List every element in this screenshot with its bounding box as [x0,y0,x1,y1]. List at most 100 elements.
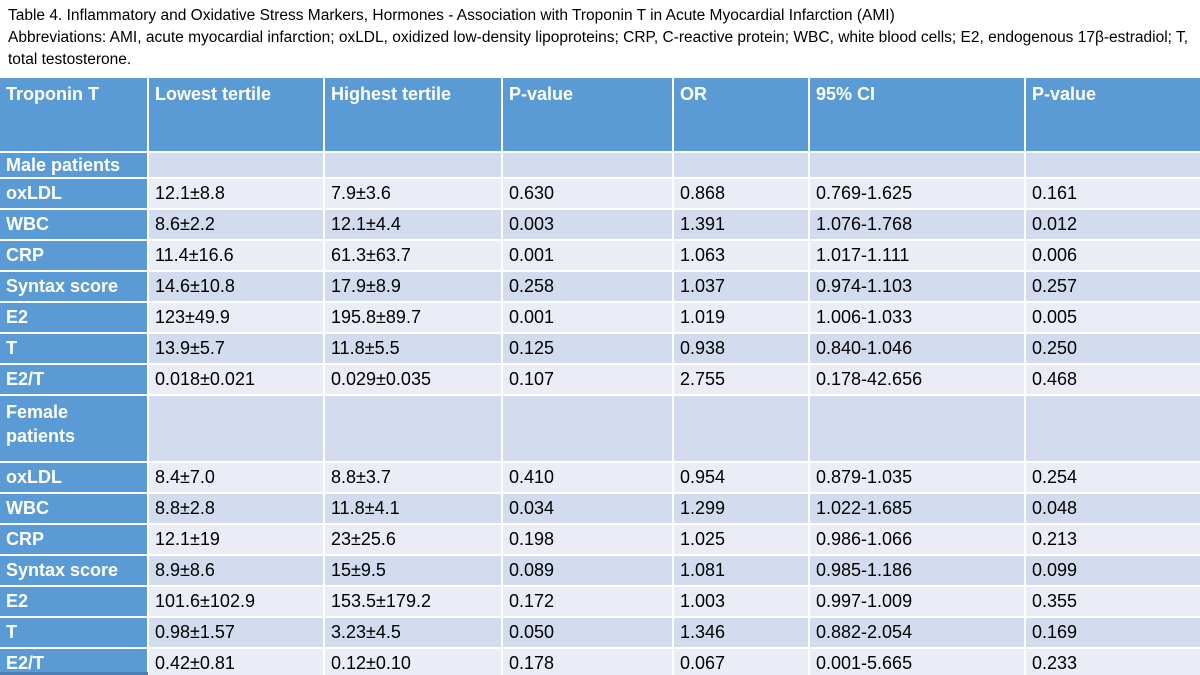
row-label: E2 [0,585,149,618]
cell-value: 0.974-1.103 [808,270,1026,303]
cell-value: 11.8±5.5 [323,332,503,365]
row-label: CRP [0,239,149,272]
cell-value: 0.98±1.57 [147,616,325,649]
cell-value: 23±25.6 [323,523,503,556]
row-label: oxLDL [0,461,149,494]
empty-cell [501,151,674,179]
empty-cell [672,394,810,463]
cell-value: 0.882-2.054 [808,616,1026,649]
column-header: Troponin T [0,78,149,153]
cell-value: 0.001-5.665 [808,647,1026,675]
cell-value: 1.025 [672,523,810,556]
cell-value: 0.172 [501,585,674,618]
table-row: T 0.98±1.57 3.23±4.5 0.050 1.346 0.882-2.054 0… [0,616,1200,649]
cell-value: 8.8±3.7 [323,461,503,494]
cell-value: 0.034 [501,492,674,525]
cell-value: 123±49.9 [147,301,325,334]
cell-value: 0.005 [1024,301,1200,334]
cell-value: 1.022-1.685 [808,492,1026,525]
cell-value: 153.5±179.2 [323,585,503,618]
cell-value: 0.769-1.625 [808,177,1026,210]
cell-value: 1.063 [672,239,810,272]
cell-value: 0.169 [1024,616,1200,649]
row-label: E2/T [0,363,149,396]
cell-value: 0.099 [1024,554,1200,587]
row-label: Syntax score [0,554,149,587]
row-label: CRP [0,523,149,556]
row-label: E2 [0,301,149,334]
cell-value: 1.006-1.033 [808,301,1026,334]
cell-value: 1.017-1.111 [808,239,1026,272]
cell-value: 2.755 [672,363,810,396]
cell-value: 0.178 [501,647,674,675]
table-body: Male patients oxLDL 12.1±8.8 7.9±3.6 0.630 0.… [0,151,1200,675]
table-caption: Table 4. Inflammatory and Oxidative Stre… [8,5,1196,71]
column-header: Lowest tertile [147,78,325,153]
table-row: CRP 11.4±16.6 61.3±63.7 0.001 1.063 1.017-1.1… [0,239,1200,272]
cell-value: 0.986-1.066 [808,523,1026,556]
cell-value: 1.076-1.768 [808,208,1026,241]
cell-value: 14.6±10.8 [147,270,325,303]
cell-value: 0.468 [1024,363,1200,396]
row-label: T [0,332,149,365]
table-title: Table 4. Inflammatory and Oxidative Stre… [8,7,895,24]
empty-cell [808,394,1026,463]
table-row: WBC 8.8±2.8 11.8±4.1 0.034 1.299 1.022-1.685 0… [0,492,1200,525]
cell-value: 1.391 [672,208,810,241]
cell-value: 0.879-1.035 [808,461,1026,494]
cell-value: 0.12±0.10 [323,647,503,675]
cell-value: 0.840-1.046 [808,332,1026,365]
section-label: Male patients [0,151,149,179]
column-header: 95% CI [808,78,1026,153]
section-row: Male patients [0,151,1200,179]
cell-value: 1.299 [672,492,810,525]
table-row: oxLDL 8.4±7.0 8.8±3.7 0.410 0.954 0.879-1.035… [0,461,1200,494]
cell-value: 0.001 [501,239,674,272]
cell-value: 0.213 [1024,523,1200,556]
cell-value: 0.355 [1024,585,1200,618]
troponin-table: Troponin T Lowest tertile Highest tertile P… [0,78,1200,675]
table-abbreviations: Abbreviations: AMI, acute myocardial inf… [8,29,1189,68]
cell-value: 0.250 [1024,332,1200,365]
cell-value: 61.3±63.7 [323,239,503,272]
cell-value: 8.9±8.6 [147,554,325,587]
cell-value: 7.9±3.6 [323,177,503,210]
cell-value: 1.037 [672,270,810,303]
cell-value: 0.42±0.81 [147,647,325,675]
empty-cell [808,151,1026,179]
row-label: E2/T [0,647,149,675]
cell-value: 0.954 [672,461,810,494]
cell-value: 12.1±4.4 [323,208,503,241]
cell-value: 11.4±16.6 [147,239,325,272]
empty-cell [323,394,503,463]
row-label: oxLDL [0,177,149,210]
cell-value: 17.9±8.9 [323,270,503,303]
table-bottom-edge [0,672,148,675]
cell-value: 0.254 [1024,461,1200,494]
empty-cell [323,151,503,179]
empty-cell [147,151,325,179]
cell-value: 15±9.5 [323,554,503,587]
cell-value: 12.1±8.8 [147,177,325,210]
cell-value: 0.410 [501,461,674,494]
cell-value: 8.8±2.8 [147,492,325,525]
empty-cell [1024,151,1200,179]
table-row: E2/T 0.42±0.81 0.12±0.10 0.178 0.067 0.001-5.… [0,647,1200,675]
cell-value: 0.233 [1024,647,1200,675]
table-row: Syntax score 14.6±10.8 17.9±8.9 0.258 1.037 0… [0,270,1200,303]
empty-cell [147,394,325,463]
cell-value: 8.4±7.0 [147,461,325,494]
empty-cell [501,394,674,463]
cell-value: 0.018±0.021 [147,363,325,396]
cell-value: 1.019 [672,301,810,334]
section-row: Female patients [0,394,1200,463]
table-header: Troponin T Lowest tertile Highest tertile P… [0,78,1200,153]
cell-value: 1.081 [672,554,810,587]
table-row: E2 101.6±102.9 153.5±179.2 0.172 1.003 0.997-… [0,585,1200,618]
cell-value: 1.003 [672,585,810,618]
table-row: CRP 12.1±19 23±25.6 0.198 1.025 0.986-1.066 0.… [0,523,1200,556]
column-header: Highest tertile [323,78,503,153]
cell-value: 0.067 [672,647,810,675]
cell-value: 0.048 [1024,492,1200,525]
empty-cell [672,151,810,179]
